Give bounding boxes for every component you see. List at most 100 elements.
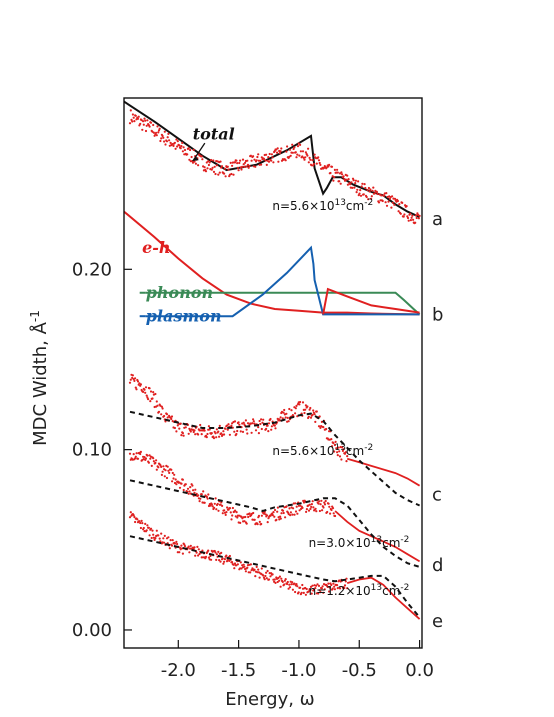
data-point xyxy=(220,165,224,168)
data-point xyxy=(239,430,242,433)
data-point xyxy=(239,521,242,525)
data-point xyxy=(253,158,256,161)
data-point xyxy=(293,513,296,516)
data-point xyxy=(178,551,181,554)
data-point xyxy=(291,143,294,146)
series-data-c xyxy=(128,373,421,487)
data-point xyxy=(242,163,245,166)
data-point xyxy=(170,417,173,421)
data-point xyxy=(145,124,148,127)
data-point xyxy=(346,174,349,177)
data-point xyxy=(360,185,363,188)
data-point xyxy=(179,422,182,425)
x-tick-label: -2.0 xyxy=(161,660,196,681)
data-point xyxy=(128,516,132,519)
data-point xyxy=(155,131,158,134)
data-point xyxy=(175,138,178,141)
data-point xyxy=(309,416,313,419)
data-point xyxy=(333,176,336,179)
data-point xyxy=(310,592,313,595)
data-point xyxy=(136,380,140,383)
data-point xyxy=(276,147,279,150)
data-point xyxy=(164,143,167,146)
data-point xyxy=(351,186,354,189)
data-point xyxy=(290,409,293,412)
data-point xyxy=(265,163,268,166)
data-point xyxy=(235,159,238,162)
data-point xyxy=(221,504,224,507)
data-point xyxy=(231,506,234,510)
data-point xyxy=(225,510,228,514)
data-point xyxy=(352,179,355,182)
data-point xyxy=(265,571,268,574)
data-point xyxy=(134,455,137,458)
data-point xyxy=(243,520,246,523)
series-label-total: total xyxy=(193,124,235,143)
data-point xyxy=(198,500,201,503)
panel-label-d: d xyxy=(432,555,443,576)
data-point xyxy=(175,540,178,544)
series-data-a xyxy=(128,109,421,225)
data-point xyxy=(219,503,222,506)
data-point xyxy=(257,514,261,518)
data-point xyxy=(148,387,151,390)
data-point xyxy=(329,512,332,515)
data-point xyxy=(214,172,217,176)
data-line-data-d xyxy=(334,510,421,563)
data-point xyxy=(236,429,239,433)
data-point xyxy=(293,582,296,585)
data-point xyxy=(291,581,294,584)
data-point xyxy=(128,452,132,455)
data-point xyxy=(157,131,160,134)
data-point xyxy=(298,154,301,157)
data-point xyxy=(203,166,206,169)
data-point xyxy=(280,577,283,580)
data-point xyxy=(210,168,213,171)
data-point xyxy=(168,139,171,142)
data-point xyxy=(163,475,166,478)
data-point xyxy=(414,221,417,224)
data-point xyxy=(191,484,194,487)
data-point xyxy=(200,493,203,496)
data-point xyxy=(301,401,305,404)
data-point xyxy=(152,457,155,460)
data-point xyxy=(207,556,210,559)
data-point xyxy=(294,151,297,154)
data-point xyxy=(155,529,158,532)
data-point xyxy=(194,162,197,165)
data-point xyxy=(260,163,263,166)
data-point xyxy=(134,520,137,524)
data-point xyxy=(333,585,336,588)
data-point xyxy=(290,583,293,586)
data-point xyxy=(270,428,273,431)
data-point xyxy=(301,583,304,587)
data-point xyxy=(375,190,378,193)
data-point xyxy=(154,537,157,540)
data-point xyxy=(146,524,149,527)
data-point xyxy=(327,502,330,505)
data-point xyxy=(409,212,412,215)
data-point xyxy=(260,567,263,570)
data-point xyxy=(214,497,217,500)
data-point xyxy=(270,159,273,162)
data-point xyxy=(309,158,312,161)
data-point xyxy=(181,478,184,481)
data-point xyxy=(371,189,374,192)
data-point xyxy=(135,388,138,391)
data-point xyxy=(214,551,217,554)
data-point xyxy=(278,579,281,582)
data-point xyxy=(354,182,357,185)
data-point xyxy=(244,570,247,573)
data-point xyxy=(168,547,171,550)
data-point xyxy=(246,422,250,425)
data-point xyxy=(203,501,206,504)
data-point xyxy=(144,522,147,526)
data-point xyxy=(199,423,202,427)
data-point xyxy=(215,436,218,439)
data-point xyxy=(176,145,179,148)
data-point xyxy=(205,161,208,164)
data-point xyxy=(320,499,323,502)
data-point xyxy=(388,197,391,200)
data-point xyxy=(152,533,155,536)
data-point xyxy=(289,511,292,514)
